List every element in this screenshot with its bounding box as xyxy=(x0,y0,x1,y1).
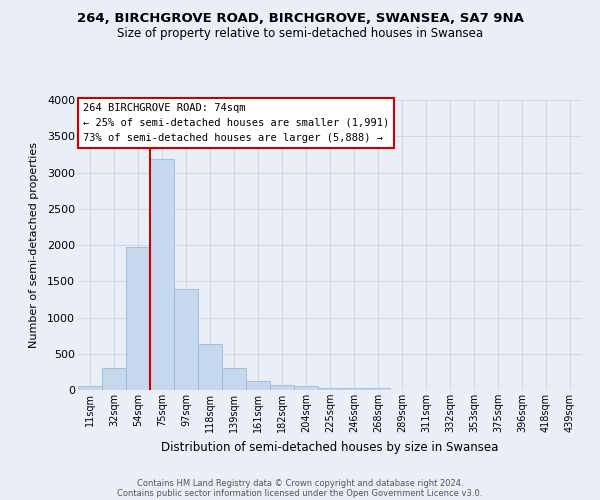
Bar xyxy=(294,386,318,390)
X-axis label: Distribution of semi-detached houses by size in Swansea: Distribution of semi-detached houses by … xyxy=(161,440,499,454)
Bar xyxy=(366,388,390,390)
Bar xyxy=(78,386,102,390)
Text: Size of property relative to semi-detached houses in Swansea: Size of property relative to semi-detach… xyxy=(117,28,483,40)
Bar xyxy=(150,160,174,390)
Text: Contains public sector information licensed under the Open Government Licence v3: Contains public sector information licen… xyxy=(118,488,482,498)
Bar xyxy=(126,247,150,390)
Bar xyxy=(174,288,198,390)
Bar xyxy=(222,368,246,390)
Text: Contains HM Land Registry data © Crown copyright and database right 2024.: Contains HM Land Registry data © Crown c… xyxy=(137,478,463,488)
Bar xyxy=(342,388,366,390)
Bar xyxy=(198,344,222,390)
Text: 264 BIRCHGROVE ROAD: 74sqm
← 25% of semi-detached houses are smaller (1,991)
73%: 264 BIRCHGROVE ROAD: 74sqm ← 25% of semi… xyxy=(83,103,389,142)
Bar xyxy=(102,368,126,390)
Y-axis label: Number of semi-detached properties: Number of semi-detached properties xyxy=(29,142,39,348)
Bar xyxy=(318,388,342,390)
Bar xyxy=(246,380,270,390)
Bar xyxy=(270,385,294,390)
Text: 264, BIRCHGROVE ROAD, BIRCHGROVE, SWANSEA, SA7 9NA: 264, BIRCHGROVE ROAD, BIRCHGROVE, SWANSE… xyxy=(77,12,523,26)
